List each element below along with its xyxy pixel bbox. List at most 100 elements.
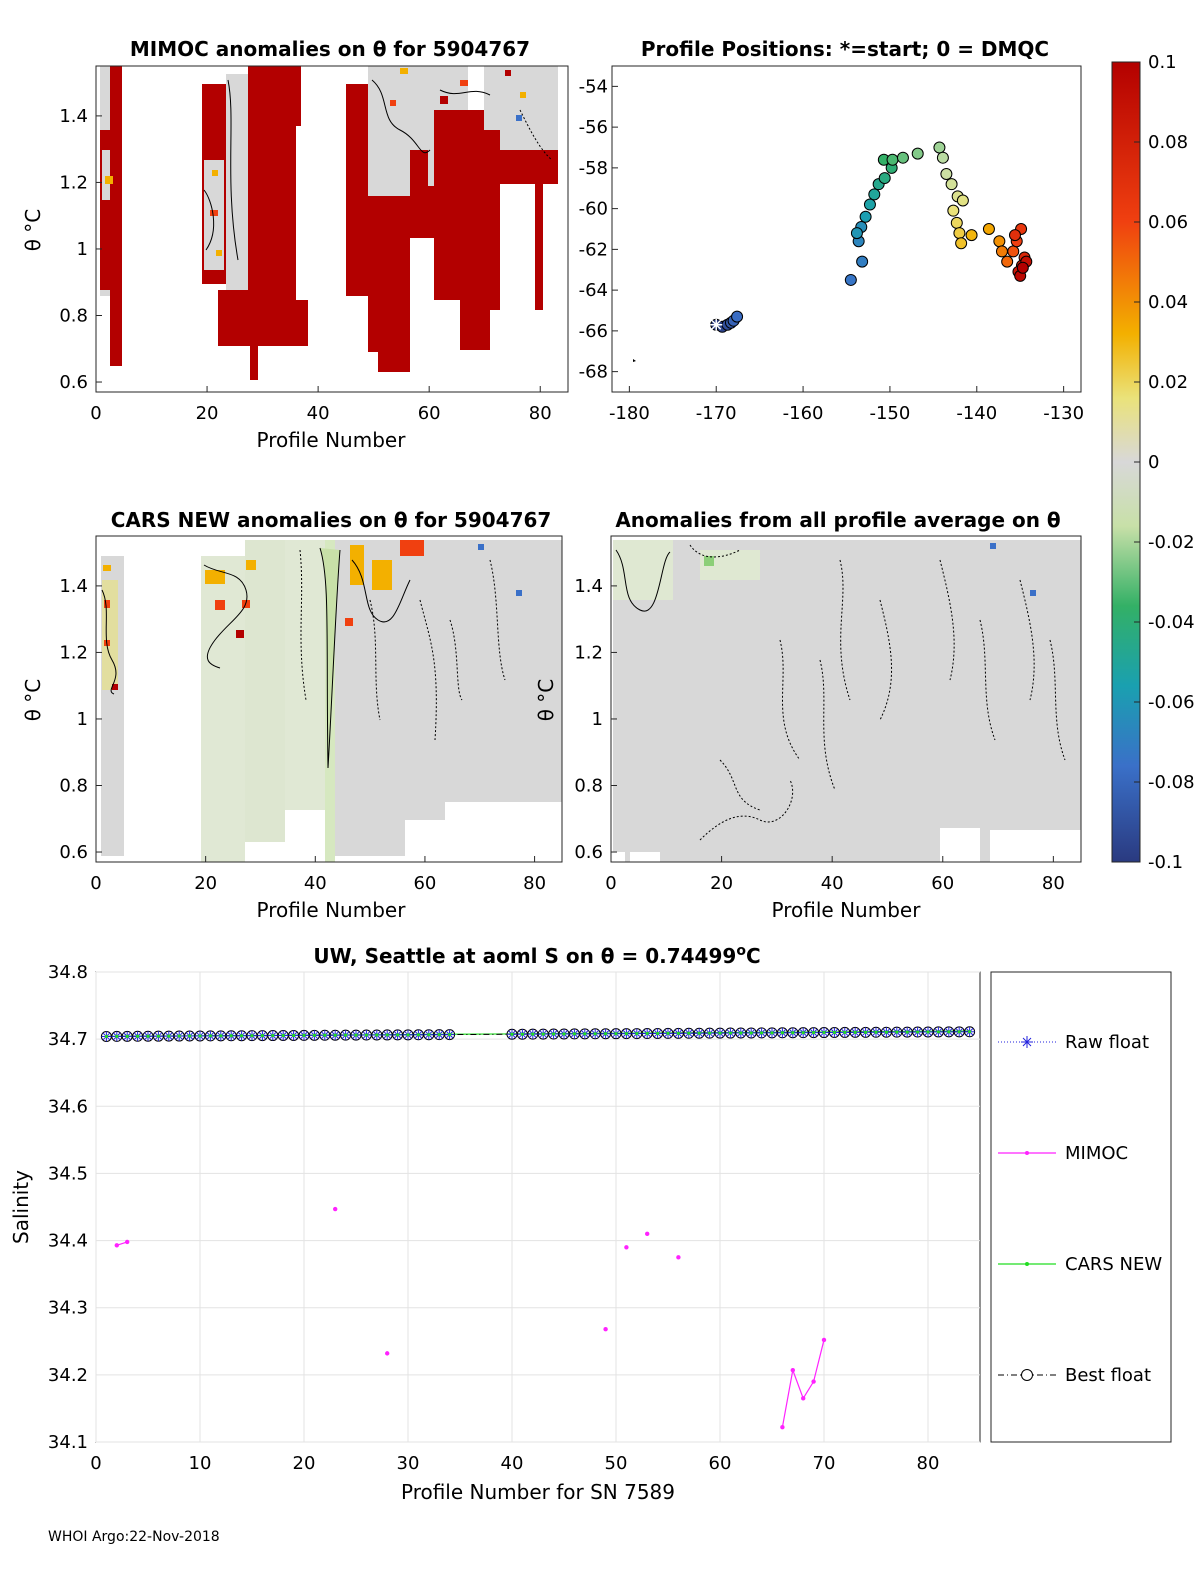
x-tick-label: 40 <box>821 873 844 894</box>
x-tick-label: 80 <box>917 1453 940 1474</box>
x-tick-label: -140 <box>956 403 997 424</box>
average-ylabel: θ °C <box>534 679 558 722</box>
x-tick-label: -130 <box>1043 403 1084 424</box>
cars-new-marker <box>791 1031 795 1035</box>
cars-new-marker <box>188 1034 192 1038</box>
y-tick-label: 0.6 <box>574 842 603 863</box>
y-tick-label: -62 <box>579 239 608 260</box>
legend-label: Best float <box>1065 1365 1151 1386</box>
x-tick-label: -160 <box>783 403 824 424</box>
cars-new-marker <box>323 1033 327 1037</box>
cars-new-marker <box>676 1031 681 1035</box>
x-tick-label: 60 <box>418 403 441 424</box>
y-tick-label: 1 <box>77 709 88 730</box>
average-axes-box <box>610 535 1082 863</box>
mimoc-marker <box>645 1231 650 1237</box>
cars-new-marker <box>219 1034 223 1038</box>
x-tick-label: -170 <box>696 403 737 424</box>
x-tick-label: 0 <box>90 1453 101 1474</box>
profile-position-point <box>850 227 863 240</box>
cars-new-marker <box>364 1033 368 1037</box>
cars-new-marker <box>385 1033 389 1037</box>
x-tick-label: 80 <box>523 873 546 894</box>
y-tick-label: -66 <box>579 321 608 342</box>
cars-new-marker <box>864 1030 868 1034</box>
cars-axes-box <box>95 535 563 863</box>
y-tick-label: 1 <box>77 239 88 260</box>
mimoc-marker <box>333 1206 338 1212</box>
cars-new-marker <box>936 1030 941 1034</box>
profile-position-point <box>936 151 949 164</box>
profile-position-point <box>953 227 966 240</box>
average-heatmap <box>612 540 1081 862</box>
cars-new-marker <box>271 1033 275 1038</box>
x-tick-label: 0 <box>605 873 616 894</box>
profile-position-point <box>878 172 891 185</box>
profile-position-point <box>945 178 958 191</box>
y-tick-label: 0.8 <box>574 775 603 796</box>
salinity-axes-box <box>95 971 981 1443</box>
cars-new-marker <box>718 1031 722 1035</box>
legend-label: CARS NEW <box>1065 1254 1162 1275</box>
cars-new-marker <box>312 1033 316 1037</box>
x-tick-label: 20 <box>196 403 219 424</box>
x-tick-label: 40 <box>307 403 330 424</box>
cars-new-marker <box>645 1031 649 1036</box>
mimoc-marker <box>676 1255 681 1260</box>
profile-position-point <box>859 210 872 223</box>
y-tick-label: 34.5 <box>48 1163 88 1184</box>
cars-title: CARS NEW anomalies on θ for 5904767 <box>111 508 552 532</box>
positions-title: Profile Positions: *=start; 0 = DMQC <box>641 37 1049 61</box>
cars-new-marker <box>614 1032 618 1036</box>
cars-new-marker <box>562 1032 566 1036</box>
antarctica-marker <box>633 359 636 362</box>
mimoc-marker <box>125 1239 130 1245</box>
cars-new-marker <box>583 1032 587 1036</box>
cars-new-marker <box>177 1034 181 1038</box>
mimoc-marker <box>603 1327 608 1332</box>
y-tick-label: 34.1 <box>48 1432 88 1453</box>
y-tick-label: 1.4 <box>59 576 88 597</box>
cars-new-marker <box>531 1032 535 1036</box>
cars-new-marker <box>208 1034 212 1038</box>
y-tick-label: 34.3 <box>48 1298 88 1319</box>
x-tick-label: 40 <box>501 1453 524 1474</box>
profile-position-point <box>950 216 963 229</box>
profile-position-point <box>965 229 978 242</box>
profile-position-point <box>896 151 909 164</box>
y-tick-label: -54 <box>579 76 608 97</box>
profile-position-point <box>844 273 857 286</box>
profile-position-point <box>1016 261 1029 274</box>
profile-position-point <box>956 194 969 207</box>
cars-heatmap <box>101 540 562 862</box>
y-tick-label: 34.6 <box>48 1096 88 1117</box>
mimoc-title: MIMOC anomalies on θ for 5904767 <box>130 37 530 61</box>
cars-ylabel: θ °C <box>21 679 45 722</box>
x-tick-label: -150 <box>869 403 910 424</box>
y-tick-label: 34.4 <box>48 1231 88 1252</box>
x-tick-label: 0 <box>90 873 101 894</box>
cars-new-marker <box>957 1030 961 1034</box>
cars-new-marker <box>884 1030 889 1034</box>
y-tick-label: 1 <box>592 709 603 730</box>
y-tick-label: 1.4 <box>59 106 88 127</box>
salinity-ylabel: Salinity <box>9 1170 33 1244</box>
cars-new-marker <box>344 1033 348 1037</box>
cars-new-marker <box>812 1031 816 1035</box>
profile-position-point <box>856 255 869 268</box>
x-tick-label: 50 <box>605 1453 628 1474</box>
cars-new-marker <box>822 1030 826 1035</box>
colorbar-tick-label: -0.1 <box>1148 852 1183 873</box>
cars-new-marker <box>916 1030 920 1034</box>
colorbar-tick-label: 0.04 <box>1148 292 1188 313</box>
salinity-legend <box>990 971 1172 1443</box>
cars-new-marker <box>947 1030 951 1034</box>
y-tick-label: 0.6 <box>59 372 88 393</box>
cars-new-marker <box>843 1030 847 1035</box>
cars-new-marker <box>905 1030 909 1034</box>
cars-new-marker <box>260 1034 264 1038</box>
cars-new-marker <box>250 1034 254 1038</box>
legend-item: Raw float <box>998 1032 1149 1053</box>
colorbar-tick-label: -0.04 <box>1148 612 1195 633</box>
profile-position-point <box>868 188 881 201</box>
